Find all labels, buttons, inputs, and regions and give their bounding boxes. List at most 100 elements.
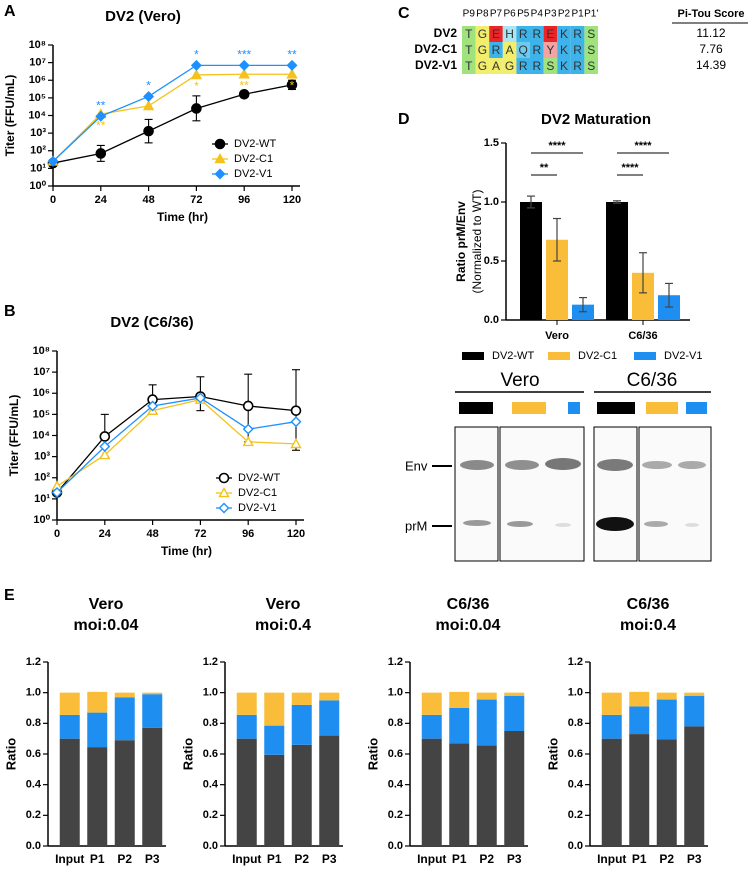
position-label: P2 bbox=[558, 9, 571, 20]
significance-stars: * bbox=[194, 48, 199, 62]
residue: R bbox=[532, 59, 541, 73]
legend-swatch bbox=[462, 352, 484, 360]
position-label: P7 bbox=[490, 9, 503, 20]
legend-label: DV2-C1 bbox=[238, 487, 277, 499]
residue-cell bbox=[489, 26, 503, 42]
marker bbox=[190, 69, 203, 80]
blot-band bbox=[597, 459, 633, 471]
chart-subtitle: moi:0.04 bbox=[436, 617, 501, 634]
significance-stars: * bbox=[146, 79, 151, 93]
bar-segment bbox=[601, 738, 622, 846]
y-axis-label: Titer (FFU/mL) bbox=[7, 395, 21, 477]
residue-cell bbox=[462, 42, 476, 58]
residue-cell bbox=[584, 58, 598, 74]
series-line bbox=[52, 64, 292, 162]
series-line bbox=[56, 395, 297, 493]
y-tick-label: 0.4 bbox=[203, 779, 219, 791]
y-tick-label: 0.2 bbox=[388, 809, 403, 821]
residue-cell bbox=[475, 26, 490, 42]
bar-segment bbox=[656, 699, 677, 740]
y-tick-label: 0.6 bbox=[388, 748, 403, 760]
y-tick-label: 0.4 bbox=[568, 779, 584, 791]
position-label: P9 bbox=[463, 9, 476, 20]
bar-segment bbox=[291, 744, 312, 846]
bar-segment bbox=[476, 692, 497, 700]
chart-title: C6/36 bbox=[627, 596, 670, 613]
blot-band bbox=[505, 460, 539, 470]
residue-cell bbox=[489, 58, 503, 74]
x-tick-label: P2 bbox=[117, 852, 132, 866]
residue: Y bbox=[546, 43, 554, 57]
legend-marker bbox=[214, 153, 226, 164]
bar-segment bbox=[601, 714, 622, 739]
y-tick-label: 1.2 bbox=[203, 656, 218, 668]
residue-cell bbox=[516, 58, 530, 74]
residue: G bbox=[478, 59, 487, 73]
position-label: P8 bbox=[476, 9, 489, 20]
y-tick-label: 1.5 bbox=[484, 137, 499, 149]
residue: A bbox=[506, 43, 514, 57]
residue-cell bbox=[530, 58, 544, 74]
blot-cell-line: C6/36 bbox=[627, 370, 678, 391]
bar-segment bbox=[142, 692, 163, 695]
position-label: P6 bbox=[503, 9, 516, 20]
y-axis-label: Ratio bbox=[545, 738, 560, 771]
blot-band-label: Env bbox=[405, 458, 428, 473]
bar-segment bbox=[264, 754, 285, 846]
marker bbox=[143, 125, 154, 137]
residue-cell bbox=[530, 42, 544, 58]
y-tick-label: 1.0 bbox=[568, 687, 583, 699]
blot-band bbox=[642, 461, 672, 469]
bar-segment bbox=[319, 735, 340, 846]
bar-segment bbox=[684, 726, 705, 846]
residue-cell bbox=[502, 58, 517, 74]
residue: T bbox=[465, 43, 473, 57]
marker bbox=[286, 68, 298, 79]
significance-stars: ** bbox=[96, 98, 106, 112]
significance-stars: * bbox=[290, 78, 295, 92]
blot-band-label: prM bbox=[405, 518, 427, 533]
bar-segment bbox=[264, 725, 285, 755]
bar-segment bbox=[421, 692, 442, 715]
legend-swatch bbox=[634, 352, 656, 360]
marker bbox=[194, 392, 206, 404]
x-tick-label: Input bbox=[597, 852, 626, 866]
x-tick-label: Input bbox=[232, 852, 261, 866]
y-tick-label: 10⁵ bbox=[29, 92, 46, 104]
panel-label: D bbox=[398, 111, 410, 128]
bar-segment bbox=[629, 706, 650, 735]
chart-title: DV2 (C6/36) bbox=[110, 314, 193, 331]
blot-band bbox=[545, 458, 581, 470]
residue-cell bbox=[543, 26, 558, 42]
bar-segment bbox=[449, 708, 470, 744]
y-tick-label: 0.0 bbox=[484, 314, 499, 326]
panel-label: B bbox=[4, 303, 16, 320]
marker bbox=[95, 110, 107, 122]
y-tick-label: 10⁷ bbox=[29, 57, 46, 69]
residue: R bbox=[519, 59, 528, 73]
y-tick-label: 0.2 bbox=[568, 809, 583, 821]
blot-band bbox=[463, 520, 491, 526]
residue-cell bbox=[475, 42, 490, 58]
y-axis-label: Titer (FFU/mL) bbox=[3, 75, 17, 157]
residue: S bbox=[587, 43, 595, 57]
y-tick-label: 0.4 bbox=[388, 779, 404, 791]
bar-segment bbox=[656, 739, 677, 846]
residue: A bbox=[492, 59, 500, 73]
y-axis-label: Ratio bbox=[180, 738, 195, 771]
x-tick-label: P2 bbox=[479, 852, 494, 866]
y-tick-label: 1.0 bbox=[26, 687, 41, 699]
y-tick-label: 10³ bbox=[30, 127, 46, 139]
bar-segment bbox=[59, 692, 80, 715]
sequence-name: DV2-C1 bbox=[414, 42, 457, 56]
residue: R bbox=[573, 43, 582, 57]
legend-marker bbox=[214, 138, 226, 150]
y-tick-label: 0.0 bbox=[388, 840, 403, 852]
bar-segment bbox=[114, 740, 135, 846]
significance-label: **** bbox=[634, 140, 652, 152]
position-label: P3 bbox=[544, 9, 557, 20]
marker bbox=[290, 416, 302, 428]
blot-lane-box bbox=[593, 426, 638, 562]
residue-cell bbox=[557, 58, 571, 74]
